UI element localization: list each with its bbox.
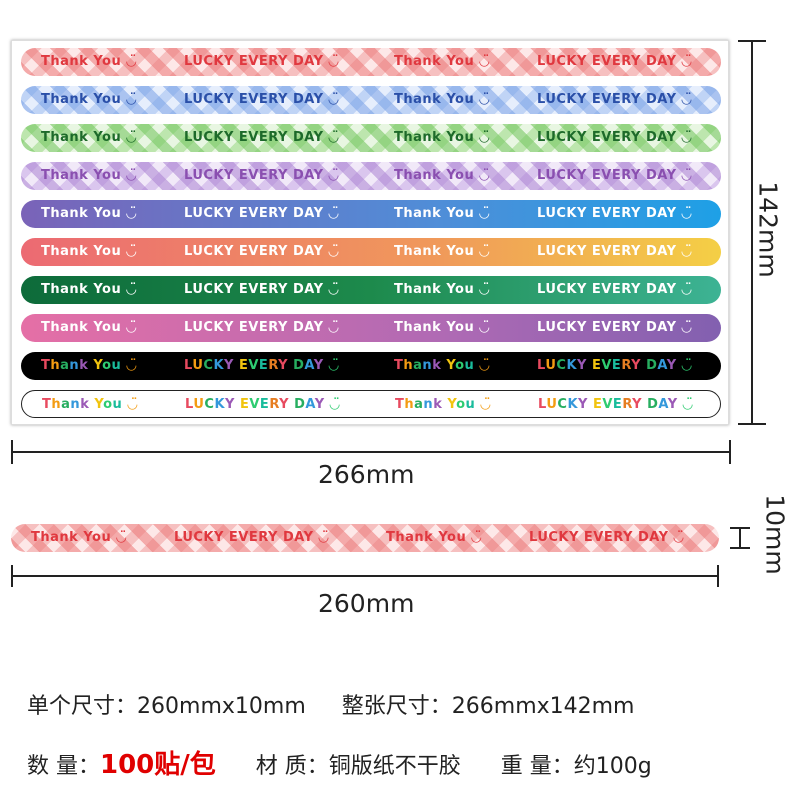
thank-you-text: Thank You ◡̈ [41,206,137,221]
thank-you-text: Thank You ◡̈ [386,530,482,545]
strip-width-line [11,575,719,577]
sticker-strip: Thank You ◡̈ LUCKY EVERY DAY ◡̈ Thank You … [21,48,721,76]
sticker-strip: Thank You ◡̈ LUCKY EVERY DAY ◡̈ Thank You … [21,238,721,266]
sticker-strip: Thank You ◡̈ LUCKY EVERY DAY ◡̈ Thank You … [21,124,721,152]
strip-width-right-tick [717,565,719,587]
single-size-value: 260mmx10mm [137,694,306,719]
thank-you-text: Thank You ◡̈ [394,206,490,221]
material-label: 材 质： [255,754,329,779]
sticker-strip: Thank You ◡̈ LUCKY EVERY DAY ◡̈ Thank You … [21,200,721,228]
width-dim-line [11,451,731,453]
lucky-text: LUCKY EVERY DAY ◡̈ [537,168,693,183]
lucky-text: LUCKY EVERY DAY ◡̈ [184,320,340,335]
thank-you-text: Thank You ◡̈ [394,320,490,335]
thank-you-text: Thank You ◡̈ [41,282,137,297]
strip-width-label: 260mm [318,589,415,618]
weight-label: 重 量： [500,754,574,779]
lucky-text: LUCKY EVERY DAY ◡̈ [537,206,693,221]
thank-you-text: Thank You ◡̈ [394,168,490,183]
height-dim-bottom-tick [738,423,766,425]
lucky-text: LUCKY EVERY DAY ◡̈ [537,358,693,373]
thank-you-text: Thank You ◡̈ [394,358,490,373]
lucky-text: LUCKY EVERY DAY ◡̈ [184,168,340,183]
sticker-strip: Thank You ◡̈ LUCKY EVERY DAY ◡̈ Thank You … [21,314,721,342]
lucky-text: LUCKY EVERY DAY ◡̈ [537,282,693,297]
lucky-text: LUCKY EVERY DAY ◡̈ [537,130,693,145]
sticker-strip: Thank You ◡̈ LUCKY EVERY DAY ◡̈ Thank You … [21,86,721,114]
thank-you-text: Thank You ◡̈ [41,168,137,183]
strip-height-label: 10mm [760,494,790,575]
lucky-text: LUCKY EVERY DAY ◡̈ [537,92,693,107]
quantity-value: 100贴/包 [100,750,216,780]
thank-you-text: Thank You ◡̈ [42,397,138,412]
thank-you-text: Thank You ◡̈ [394,244,490,259]
weight-value: 约100g [573,754,652,779]
thank-you-text: Thank You ◡̈ [41,92,137,107]
thank-you-text: Thank You ◡̈ [394,282,490,297]
sheet-size-value: 266mmx142mm [451,694,635,719]
lucky-text: LUCKY EVERY DAY ◡̈ [537,320,693,335]
sticker-strip: Thank You ◡̈ LUCKY EVERY DAY ◡̈ Thank You … [21,352,721,380]
thank-you-text: Thank You ◡̈ [31,530,127,545]
sticker-strip: Thank You ◡̈ LUCKY EVERY DAY ◡̈ Thank You … [21,276,721,304]
thank-you-text: Thank You ◡̈ [41,320,137,335]
sheet-height-label: 142mm [753,181,783,278]
thank-you-text: Thank You ◡̈ [395,397,491,412]
thank-you-text: Thank You ◡̈ [41,54,137,69]
thank-you-text: Thank You ◡̈ [41,130,137,145]
lucky-text: LUCKY EVERY DAY ◡̈ [538,397,694,412]
lucky-text: LUCKY EVERY DAY ◡̈ [184,206,340,221]
material-value: 铜版纸不干胶 [328,754,461,779]
size-info-line: 单个尺寸：260mmx10mm 整张尺寸：266mmx142mm [27,688,635,720]
sheet-width-label: 266mm [318,460,415,489]
lucky-text: LUCKY EVERY DAY ◡̈ [537,54,693,69]
lucky-text: LUCKY EVERY DAY ◡̈ [184,54,340,69]
lucky-text: LUCKY EVERY DAY ◡̈ [184,130,340,145]
thank-you-text: Thank You ◡̈ [41,358,137,373]
quantity-label: 数 量： [27,754,100,779]
thank-you-text: Thank You ◡̈ [41,244,137,259]
thank-you-text: Thank You ◡̈ [394,92,490,107]
width-dim-right-tick [729,440,731,464]
sticker-strip: Thank You ◡̈ LUCKY EVERY DAY ◡̈ Thank You … [21,162,721,190]
thank-you-text: Thank You ◡̈ [394,54,490,69]
strip-height-bottom-tick [730,547,750,549]
thank-you-text: Thank You ◡̈ [394,130,490,145]
height-dim-line [751,40,753,425]
lucky-text: LUCKY EVERY DAY ◡̈ [184,282,340,297]
sticker-sheet: Thank You ◡̈ LUCKY EVERY DAY ◡̈ Thank You … [11,40,729,425]
sheet-size-label: 整张尺寸： [341,694,452,719]
sticker-strip: Thank You ◡̈ LUCKY EVERY DAY ◡̈ Thank You … [21,390,721,418]
lucky-text: LUCKY EVERY DAY ◡̈ [537,244,693,259]
lucky-text: LUCKY EVERY DAY ◡̈ [184,92,340,107]
lucky-text: LUCKY EVERY DAY ◡̈ [529,530,685,545]
lucky-text: LUCKY EVERY DAY ◡̈ [184,358,340,373]
lucky-text: LUCKY EVERY DAY ◡̈ [174,530,330,545]
spec-info-line: 数 量：100贴/包 材 质：铜版纸不干胶 重 量：约100g [27,744,652,781]
sample-strip: Thank You ◡̈ LUCKY EVERY DAY ◡̈ Thank You … [11,524,719,552]
lucky-text: LUCKY EVERY DAY ◡̈ [185,397,341,412]
strip-height-line [739,527,741,549]
lucky-text: LUCKY EVERY DAY ◡̈ [184,244,340,259]
single-size-label: 单个尺寸： [27,694,138,719]
